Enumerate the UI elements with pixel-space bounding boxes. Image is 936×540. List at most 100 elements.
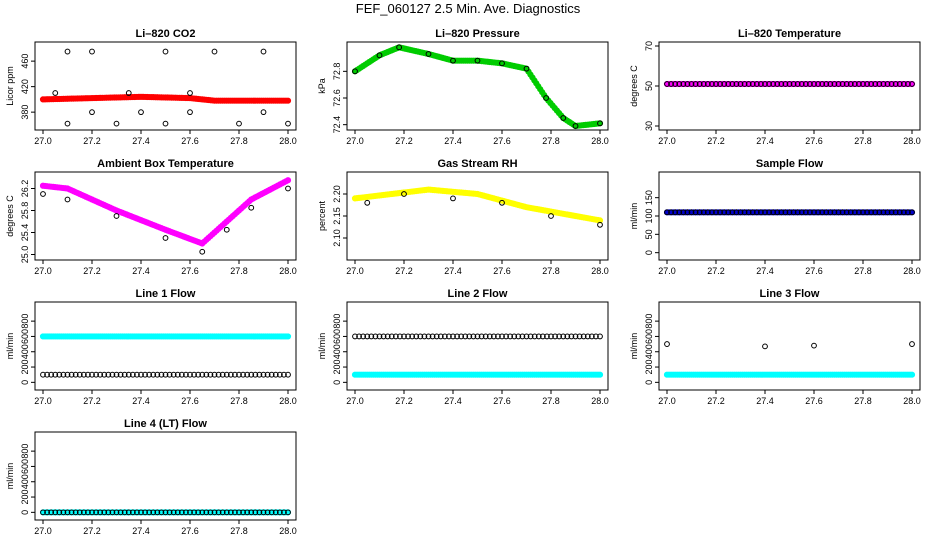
data-point (905, 81, 911, 87)
data-point (187, 509, 193, 516)
x-tick-label: 27.0 (34, 396, 52, 406)
data-point (729, 81, 736, 87)
data-point (835, 209, 842, 216)
data-point (89, 109, 95, 116)
data-point (486, 333, 493, 340)
data-point (572, 123, 579, 129)
data-point (782, 209, 789, 216)
data-point (93, 371, 99, 378)
x-tick-label: 27.8 (230, 136, 248, 146)
data-point (802, 81, 809, 87)
panel-frame (346, 301, 609, 391)
data-point (285, 509, 291, 516)
y-tick-label: 380 (20, 105, 30, 120)
x-tick-label: 27.6 (493, 396, 511, 406)
data-point (268, 371, 275, 378)
data-point (450, 333, 456, 340)
data-point (909, 81, 915, 87)
data-point (219, 509, 226, 516)
data-point (121, 509, 128, 516)
data-point (199, 371, 206, 378)
data-point (113, 213, 120, 219)
data-point (44, 509, 50, 516)
y-axis-label: percent (317, 200, 327, 231)
data-point (741, 209, 748, 216)
data-point (676, 209, 683, 216)
y-tick-label: 600 (20, 329, 30, 344)
data-point (146, 371, 153, 378)
data-point (823, 209, 830, 216)
data-point (174, 371, 181, 378)
data-point (733, 209, 740, 216)
data-point (360, 333, 367, 340)
data-point (868, 81, 875, 87)
data-point (380, 333, 387, 340)
x-tick-label: 27.6 (493, 266, 511, 276)
y-tick-label: 50 (644, 81, 654, 91)
data-point (880, 81, 887, 87)
data-point (827, 209, 834, 216)
data-point (284, 177, 292, 184)
data-point (548, 213, 554, 219)
panel-frame (34, 41, 297, 131)
data-point (64, 120, 71, 127)
x-tick-label: 27.2 (395, 136, 413, 146)
data-point (437, 333, 444, 340)
data-point (236, 120, 242, 127)
x-tick-label: 27.4 (132, 396, 150, 406)
data-point (227, 371, 234, 378)
data-point (85, 371, 91, 378)
data-point (896, 209, 903, 216)
data-point (843, 81, 850, 87)
data-point (166, 371, 173, 378)
data-point (766, 209, 772, 216)
data-point (774, 209, 781, 216)
data-point (72, 509, 79, 516)
panel-title: Sample Flow (756, 158, 824, 170)
data-point (368, 333, 375, 340)
data-point (60, 371, 67, 378)
data-point (215, 371, 222, 378)
x-tick-label: 27.2 (707, 396, 725, 406)
x-tick-label: 27.2 (83, 266, 101, 276)
data-point (888, 81, 895, 87)
panel-title: Li–820 Pressure (435, 28, 519, 40)
data-point (248, 371, 255, 378)
data-point (244, 509, 251, 516)
data-point (499, 60, 505, 67)
x-tick-label: 27.2 (83, 526, 101, 536)
data-point (40, 509, 46, 516)
data-point (97, 371, 104, 378)
data-point (819, 209, 826, 216)
data-point (121, 371, 128, 378)
x-tick-label: 27.0 (658, 136, 676, 146)
data-point (856, 81, 862, 87)
data-point (725, 81, 732, 87)
x-tick-label: 27.4 (756, 136, 774, 146)
data-point (884, 209, 891, 216)
data-point (284, 97, 292, 104)
data-point (396, 44, 403, 51)
data-point (503, 333, 509, 340)
y-axis-label: ml/min (317, 333, 327, 360)
data-point (183, 371, 189, 378)
x-tick-label: 27.0 (658, 266, 676, 276)
data-point (64, 48, 71, 55)
y-tick-label: 25.0 (20, 246, 30, 264)
y-tick-label: 2.15 (332, 207, 342, 225)
data-point (892, 209, 899, 216)
data-point (831, 81, 838, 87)
data-point (138, 509, 144, 516)
data-point (364, 199, 371, 206)
data-point (405, 333, 411, 340)
x-tick-label: 27.8 (854, 396, 872, 406)
data-point (798, 209, 805, 216)
x-tick-label: 28.0 (279, 526, 297, 536)
data-point (741, 81, 748, 87)
data-point (260, 109, 267, 116)
data-point (519, 333, 526, 340)
data-point (770, 209, 777, 216)
data-point (762, 81, 768, 87)
data-point (162, 120, 169, 127)
data-point (860, 81, 866, 87)
